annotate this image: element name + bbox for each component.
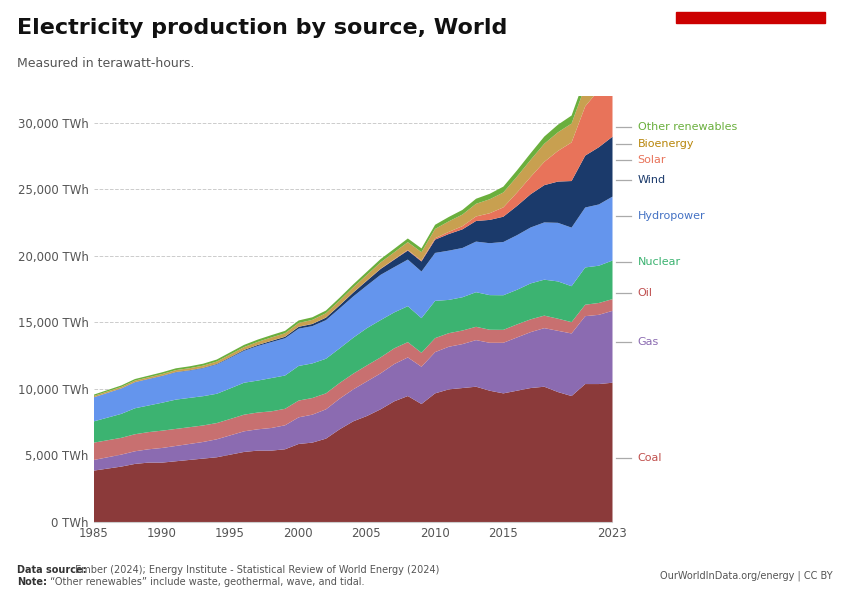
- Text: Solar: Solar: [638, 155, 666, 165]
- Text: in Data: in Data: [728, 52, 772, 62]
- Text: Other renewables: Other renewables: [638, 122, 737, 131]
- Text: Electricity production by source, World: Electricity production by source, World: [17, 18, 507, 38]
- Text: Our World: Our World: [720, 34, 779, 43]
- Text: Coal: Coal: [638, 453, 662, 463]
- Text: “Other renewables” include waste, geothermal, wave, and tidal.: “Other renewables” include waste, geothe…: [47, 577, 365, 587]
- Text: OurWorldInData.org/energy | CC BY: OurWorldInData.org/energy | CC BY: [660, 570, 833, 581]
- Text: Hydropower: Hydropower: [638, 211, 706, 221]
- Text: Gas: Gas: [638, 337, 659, 347]
- Text: Data source:: Data source:: [17, 565, 87, 575]
- Text: Ember (2024); Energy Institute - Statistical Review of World Energy (2024): Ember (2024); Energy Institute - Statist…: [72, 565, 439, 575]
- Text: Wind: Wind: [638, 175, 666, 185]
- Bar: [676, 12, 824, 23]
- Text: Oil: Oil: [638, 288, 653, 298]
- Text: Measured in terawatt-hours.: Measured in terawatt-hours.: [17, 57, 195, 70]
- Text: Bioenergy: Bioenergy: [638, 139, 694, 149]
- Text: Nuclear: Nuclear: [638, 257, 681, 268]
- Text: Note:: Note:: [17, 577, 47, 587]
